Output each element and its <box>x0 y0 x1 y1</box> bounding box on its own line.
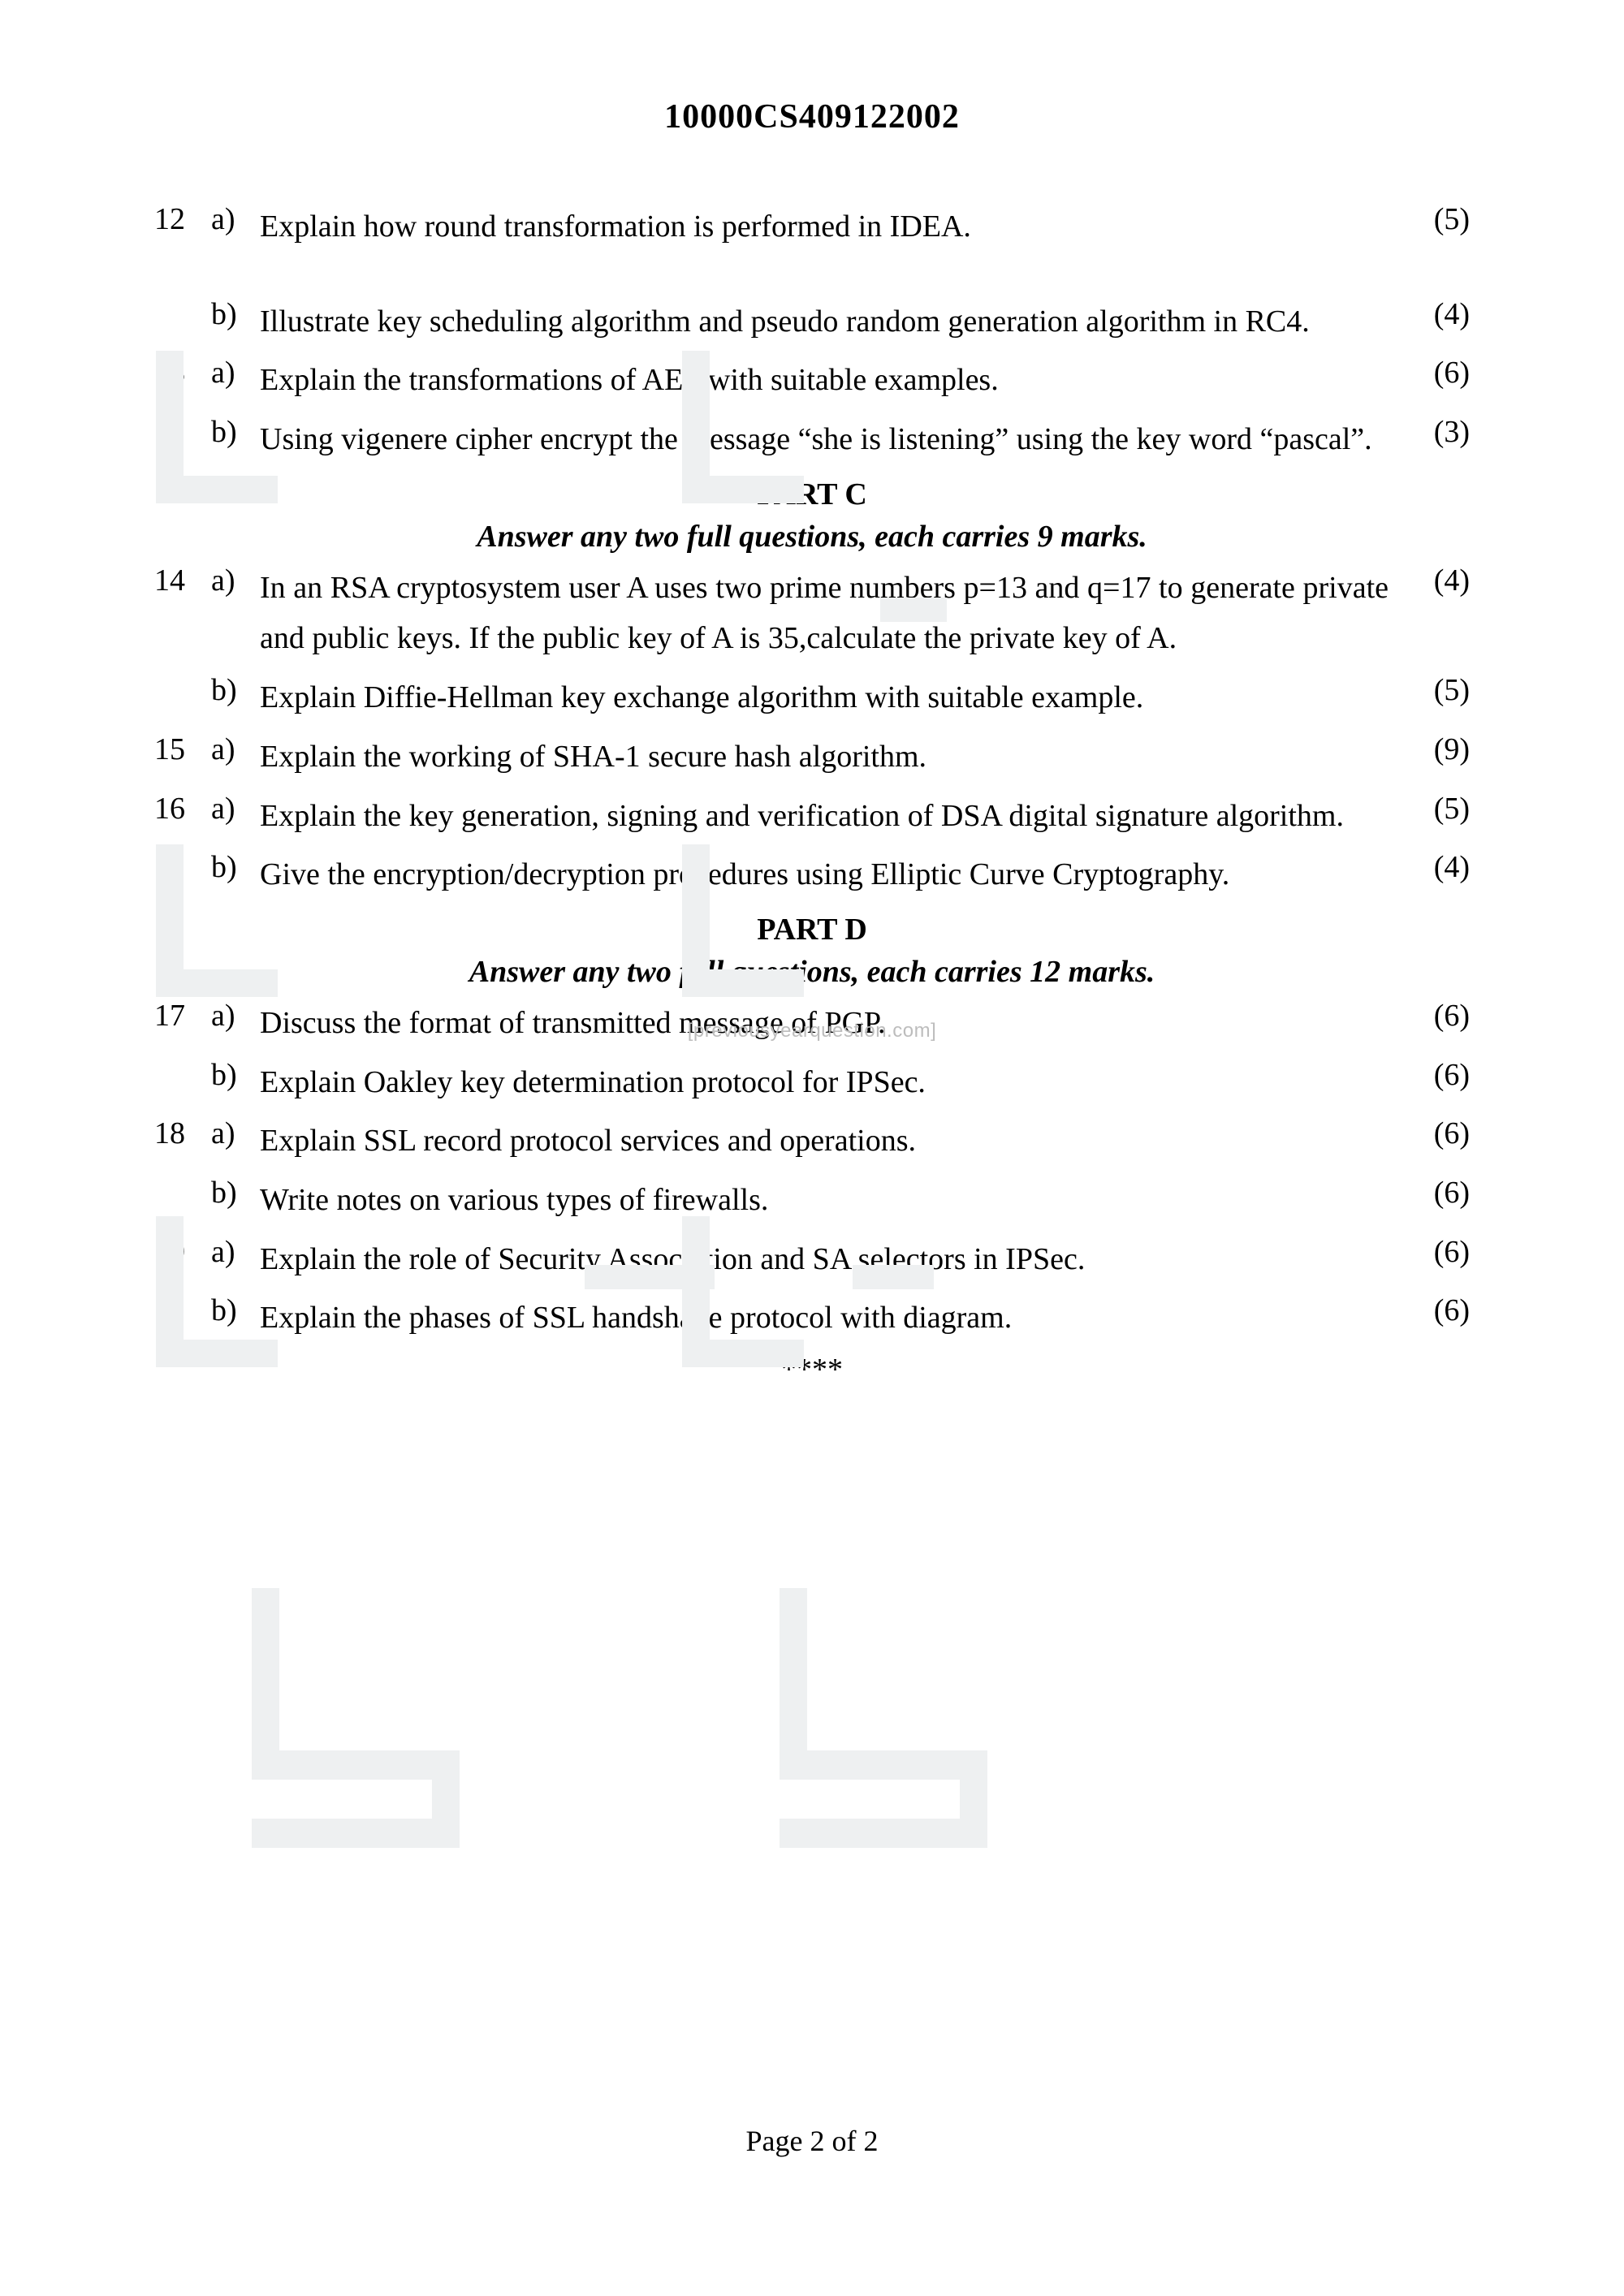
end-marker: **** <box>154 1352 1470 1388</box>
sub-part-label: a) <box>211 732 260 767</box>
question-text: Using vigenere cipher encrypt the messag… <box>260 414 1405 465</box>
sub-part-label: a) <box>211 998 260 1034</box>
question-text: Explain the key generation, signing and … <box>260 791 1405 842</box>
sub-part-label: a) <box>211 201 260 237</box>
sub-part-label: b) <box>211 296 260 332</box>
question-body: 12a)Explain how round transformation is … <box>154 201 1470 1344</box>
question-marks: (4) <box>1405 296 1470 332</box>
question-row: 14a)In an RSA cryptosystem user A uses t… <box>154 563 1470 664</box>
part-instruction: Answer any two full questions, each carr… <box>154 954 1470 990</box>
question-text: Explain how round transformation is perf… <box>260 201 1405 252</box>
spacer <box>154 261 1470 296</box>
question-marks: (5) <box>1405 201 1470 237</box>
question-text: Explain the transformations of AES with … <box>260 355 1405 406</box>
question-number: 18 <box>154 1116 211 1151</box>
question-row: b)Using vigenere cipher encrypt the mess… <box>154 414 1470 465</box>
question-text: Explain the working of SHA-1 secure hash… <box>260 732 1405 783</box>
question-marks: (3) <box>1405 414 1470 450</box>
question-text: Discuss the format of transmitted messag… <box>260 998 1405 1049</box>
question-text: In an RSA cryptosystem user A uses two p… <box>260 563 1405 664</box>
sub-part-label: b) <box>211 414 260 450</box>
sub-part-label: b) <box>211 1293 260 1328</box>
question-row: b)Write notes on various types of firewa… <box>154 1175 1470 1226</box>
question-text: Explain the role of Security Association… <box>260 1234 1405 1285</box>
sub-part-label: a) <box>211 791 260 826</box>
question-marks: (5) <box>1405 672 1470 708</box>
question-marks: (6) <box>1405 1116 1470 1151</box>
watermark-shape <box>780 1819 960 1848</box>
question-row: b)Explain Diffie-Hellman key exchange al… <box>154 672 1470 723</box>
sub-part-label: b) <box>211 1175 260 1211</box>
sub-part-label: a) <box>211 355 260 391</box>
question-marks: (6) <box>1405 1175 1470 1211</box>
question-row: b)Give the encryption/decryption procedu… <box>154 849 1470 900</box>
question-row: 17a)Discuss the format of transmitted me… <box>154 998 1470 1049</box>
question-marks: (5) <box>1405 791 1470 826</box>
question-row: b)Explain the phases of SSL handshake pr… <box>154 1293 1470 1344</box>
watermark-shape <box>252 1750 432 1780</box>
question-marks: (9) <box>1405 732 1470 767</box>
question-number: 17 <box>154 998 211 1034</box>
question-number: 13 <box>154 355 211 391</box>
question-number: 15 <box>154 732 211 767</box>
question-row: 16a)Explain the key generation, signing … <box>154 791 1470 842</box>
watermark-shape <box>252 1819 432 1848</box>
question-text: Give the encryption/decryption procedure… <box>260 849 1405 900</box>
question-marks: (6) <box>1405 1234 1470 1270</box>
part-title: PART D <box>154 912 1470 947</box>
question-text: Write notes on various types of firewall… <box>260 1175 1405 1226</box>
sub-part-label: b) <box>211 1057 260 1093</box>
part-instruction: Answer any two full questions, each carr… <box>154 519 1470 555</box>
question-text: Illustrate key scheduling algorithm and … <box>260 296 1405 347</box>
watermark-shape <box>780 1750 960 1780</box>
watermark-shape <box>252 1588 279 1750</box>
part-title: PART C <box>154 477 1470 512</box>
question-marks: (6) <box>1405 1293 1470 1328</box>
watermark-shape <box>780 1588 807 1750</box>
question-number: 16 <box>154 791 211 826</box>
question-text: Explain SSL record protocol services and… <box>260 1116 1405 1167</box>
exam-page: 10000CS409122002 12a)Explain how round t… <box>0 0 1624 2296</box>
question-text: Explain Oakley key determination protoco… <box>260 1057 1405 1108</box>
page-footer: Page 2 of 2 <box>0 2124 1624 2158</box>
watermark-shape <box>960 1750 987 1848</box>
question-row: b)Illustrate key scheduling algorithm an… <box>154 296 1470 347</box>
sub-part-label: b) <box>211 849 260 885</box>
question-row: 12a)Explain how round transformation is … <box>154 201 1470 252</box>
question-marks: (6) <box>1405 355 1470 391</box>
paper-code-header: 10000CS409122002 <box>154 97 1470 136</box>
question-marks: (4) <box>1405 849 1470 885</box>
question-marks: (4) <box>1405 563 1470 598</box>
question-row: b)Explain Oakley key determination proto… <box>154 1057 1470 1108</box>
question-marks: (6) <box>1405 1057 1470 1093</box>
watermark-shape <box>432 1750 460 1848</box>
question-marks: (6) <box>1405 998 1470 1034</box>
question-number: 19 <box>154 1234 211 1270</box>
question-number: 12 <box>154 201 211 237</box>
question-row: 13a)Explain the transformations of AES w… <box>154 355 1470 406</box>
question-row: 19a)Explain the role of Security Associa… <box>154 1234 1470 1285</box>
question-number: 14 <box>154 563 211 598</box>
sub-part-label: a) <box>211 1234 260 1270</box>
question-row: 18a)Explain SSL record protocol services… <box>154 1116 1470 1167</box>
question-text: Explain the phases of SSL handshake prot… <box>260 1293 1405 1344</box>
question-row: 15a)Explain the working of SHA-1 secure … <box>154 732 1470 783</box>
sub-part-label: b) <box>211 672 260 708</box>
sub-part-label: a) <box>211 563 260 598</box>
sub-part-label: a) <box>211 1116 260 1151</box>
question-text: Explain Diffie-Hellman key exchange algo… <box>260 672 1405 723</box>
